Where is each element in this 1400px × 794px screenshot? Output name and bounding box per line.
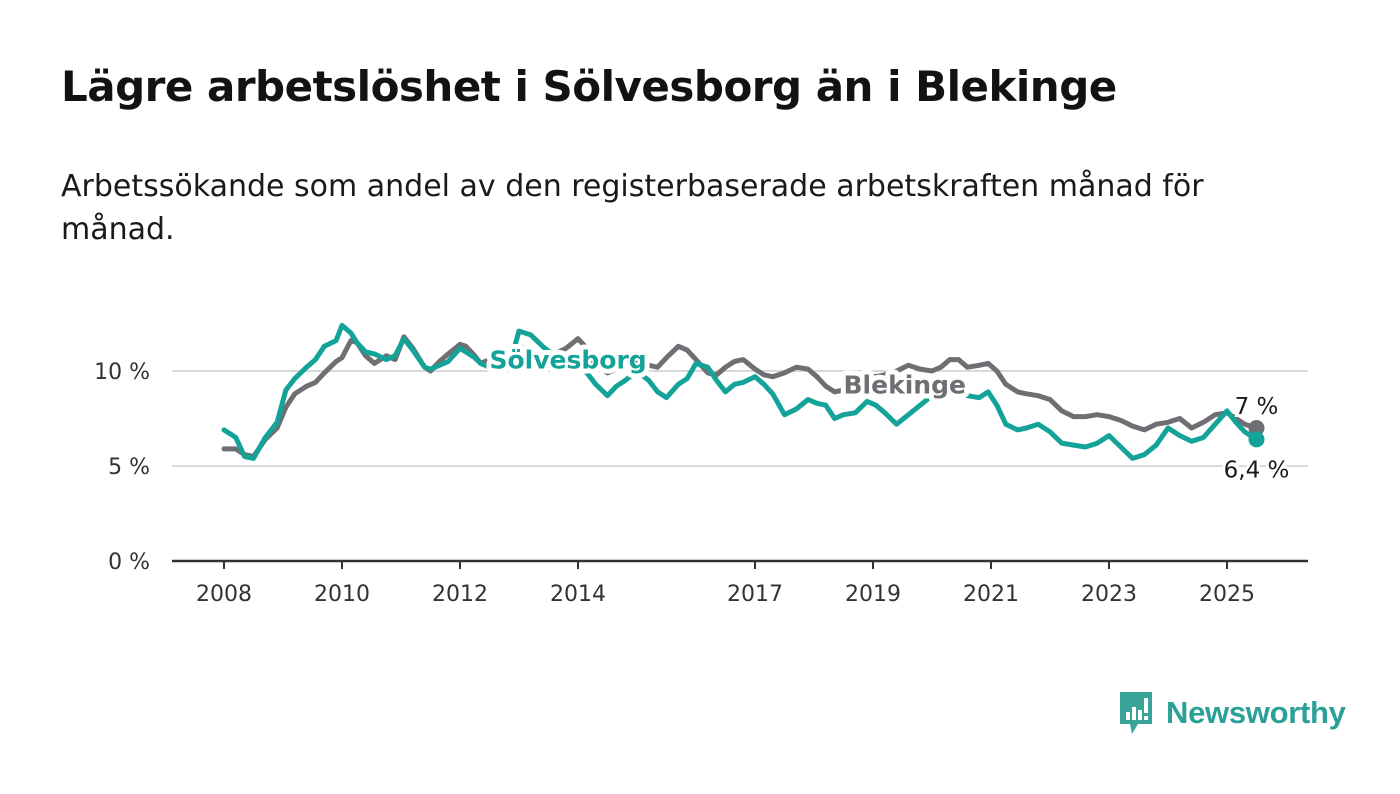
series-label-blekinge: Blekinge — [844, 370, 966, 399]
series-label-solvesborg: Sölvesborg — [490, 346, 647, 375]
gridlines — [172, 370, 1308, 563]
series-labels: Sölvesborg Blekinge 7 % 6,4 % — [485, 341, 1293, 487]
y-axis-ticks: 0 % 5 % 10 % — [94, 360, 150, 575]
newsworthy-logo-icon — [1120, 692, 1152, 734]
chart-title: Lägre arbetslöshet i Sölvesborg än i Ble… — [61, 62, 1117, 111]
x-tick-label: 2025 — [1199, 582, 1255, 607]
series-lines — [221, 322, 1265, 461]
end-value-label-solvesborg: 6,4 % — [1224, 457, 1290, 483]
series-line-blekinge — [221, 334, 1259, 459]
y-tick-label: 0 % — [108, 550, 150, 575]
x-tick-label: 2021 — [963, 582, 1019, 607]
y-tick-label: 5 % — [108, 455, 150, 480]
x-tick-label: 2010 — [314, 582, 370, 607]
brand: Newsworthy — [1118, 690, 1346, 736]
end-value-label-blekinge: 7 % — [1235, 394, 1279, 420]
chart-subtitle: Arbetssökande som andel av den registerb… — [61, 169, 1204, 247]
x-tick-label: 2017 — [727, 582, 783, 607]
brand-name: Newsworthy — [1166, 695, 1346, 730]
y-tick-label: 10 % — [94, 360, 150, 385]
x-tick-label: 2014 — [550, 582, 606, 607]
series-endpoint-solvesborg — [1248, 431, 1265, 448]
series-endpoint-blekinge — [1248, 420, 1265, 436]
x-tick-label: 2019 — [845, 582, 901, 607]
x-tick-label: 2008 — [196, 582, 252, 607]
series-line-solvesborg — [221, 322, 1259, 461]
x-tick-label: 2012 — [432, 582, 488, 607]
x-tick-label: 2023 — [1081, 582, 1137, 607]
x-axis-ticks: 2008 2010 2012 2014 2017 2019 2021 2023 2025 — [196, 561, 1255, 607]
